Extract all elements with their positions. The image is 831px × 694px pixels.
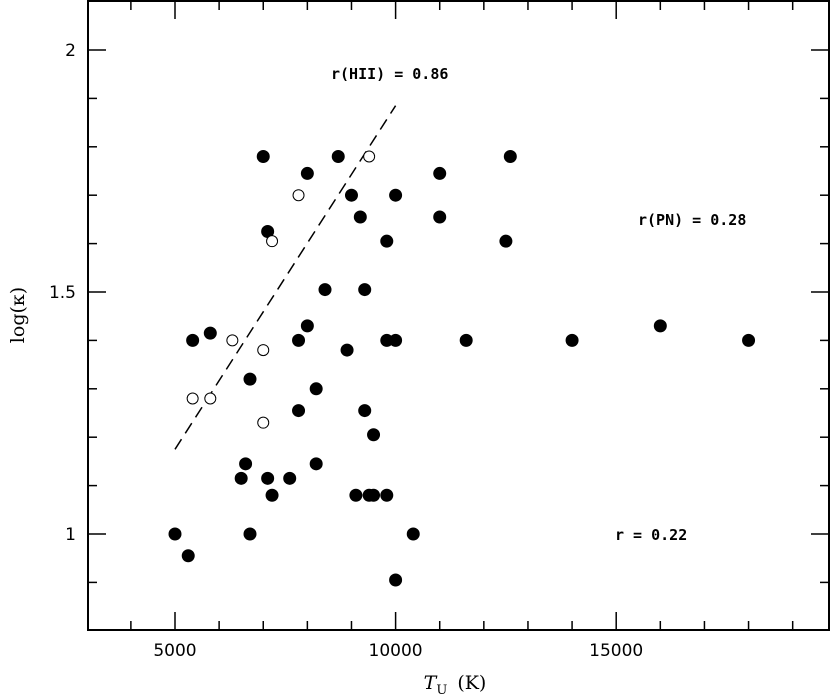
hii-fit-line: [174, 105, 397, 450]
pn-data-point: [239, 457, 253, 471]
annotation-r-pn: r(PN) = 0.28: [638, 211, 746, 229]
pn-data-point: [358, 404, 372, 418]
hii-data-point: [226, 334, 239, 347]
pn-data-point: [367, 488, 381, 502]
pn-data-point: [389, 573, 403, 587]
minor-ticks: [88, 1, 829, 630]
pn-data-point: [349, 488, 363, 502]
pn-data-point: [203, 326, 217, 340]
pn-data-point: [243, 527, 257, 541]
y-tick-label: 2: [65, 41, 76, 61]
x-axis-label: TU (K): [424, 672, 487, 694]
pn-data-point: [353, 210, 367, 224]
pn-data-point: [300, 319, 314, 333]
data-points: [168, 149, 756, 587]
pn-data-point: [389, 333, 403, 347]
pn-data-point: [300, 166, 314, 180]
pn-data-point: [367, 428, 381, 442]
pn-data-point: [318, 283, 332, 297]
y-tick-label: 1.5: [49, 283, 76, 303]
pn-data-point: [292, 333, 306, 347]
annotation-r-all: r = 0.22: [615, 526, 687, 544]
pn-data-point: [499, 234, 513, 248]
pn-data-point: [309, 457, 323, 471]
hii-data-point: [257, 416, 270, 429]
annotation-r-hii: r(HII) = 0.86: [331, 65, 448, 83]
hii-data-point: [204, 392, 217, 405]
pn-data-point: [331, 149, 345, 163]
pn-data-point: [389, 188, 403, 202]
pn-data-point: [283, 471, 297, 485]
y-axis-label: log(κ): [7, 287, 29, 343]
pn-data-point: [243, 372, 257, 386]
pn-data-point: [380, 234, 394, 248]
pn-data-point: [309, 382, 323, 396]
hii-data-point: [257, 344, 270, 357]
pn-data-point: [433, 210, 447, 224]
hii-data-point: [292, 189, 305, 202]
pn-data-point: [503, 149, 517, 163]
hii-data-point: [266, 235, 279, 248]
pn-data-point: [168, 527, 182, 541]
pn-data-point: [344, 188, 358, 202]
x-tick-label: 15000: [589, 641, 643, 661]
pn-data-point: [256, 149, 270, 163]
pn-data-point: [265, 488, 279, 502]
pn-data-point: [261, 471, 275, 485]
major-ticks: [88, 1, 829, 630]
pn-data-point: [653, 319, 667, 333]
plot-frame: [87, 0, 830, 631]
pn-data-point: [292, 404, 306, 418]
pn-data-point: [565, 333, 579, 347]
pn-data-point: [406, 527, 420, 541]
pn-data-point: [340, 343, 354, 357]
tick-labels: 5000 10000 15000 1 1.5 2: [49, 41, 643, 661]
x-tick-label: 10000: [369, 641, 423, 661]
pn-data-point: [186, 333, 200, 347]
pn-data-point: [181, 549, 195, 563]
y-tick-label: 1: [65, 525, 76, 545]
hii-data-point: [363, 150, 376, 163]
x-tick-label: 5000: [153, 641, 196, 661]
pn-data-point: [433, 166, 447, 180]
pn-data-point: [234, 471, 248, 485]
pn-data-point: [459, 333, 473, 347]
pn-data-point: [358, 283, 372, 297]
pn-data-point: [742, 333, 756, 347]
hii-data-point: [186, 392, 199, 405]
pn-data-point: [380, 488, 394, 502]
